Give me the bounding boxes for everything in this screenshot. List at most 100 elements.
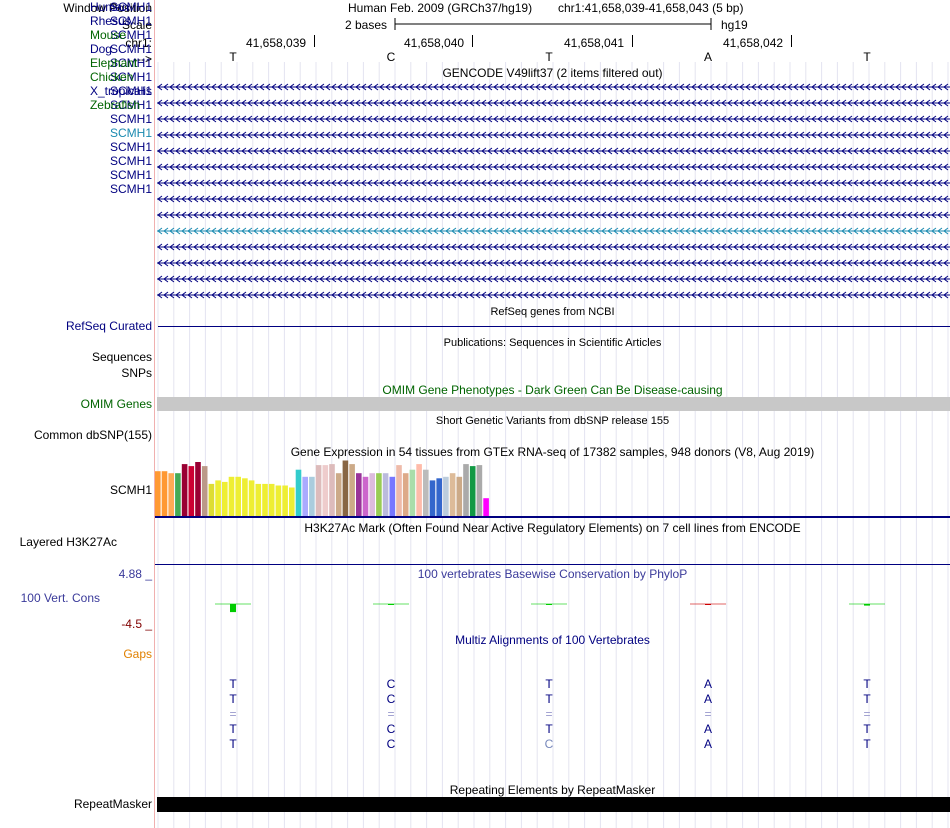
strand-arrow bbox=[799, 99, 805, 107]
gencode-gene-label[interactable]: SCMH1 bbox=[109, 42, 152, 56]
strand-arrow bbox=[643, 243, 649, 251]
strand-arrow bbox=[265, 243, 271, 251]
strand-arrow bbox=[715, 243, 721, 251]
gencode-transcript-row[interactable] bbox=[155, 274, 950, 284]
strand-arrow bbox=[907, 115, 913, 123]
strand-arrow bbox=[547, 179, 553, 187]
strand-arrow bbox=[829, 275, 835, 283]
strand-arrow bbox=[463, 115, 469, 123]
strand-arrow bbox=[199, 195, 205, 203]
strand-arrow bbox=[697, 195, 703, 203]
gencode-gene-label[interactable]: SCMH1 bbox=[109, 168, 152, 182]
strand-arrow bbox=[355, 291, 361, 299]
strand-arrow bbox=[853, 83, 859, 91]
refseq-label[interactable]: RefSeq Curated bbox=[65, 319, 152, 333]
gencode-transcript-row[interactable] bbox=[155, 162, 950, 172]
gencode-gene-label[interactable]: SCMH1 bbox=[109, 56, 152, 70]
browser-track-area[interactable]: Human Feb. 2009 (GRCh37/hg19) chr1:41,65… bbox=[155, 0, 950, 828]
omim-gene-bar[interactable] bbox=[157, 397, 950, 411]
strand-arrow bbox=[613, 163, 619, 171]
phylop-plot[interactable] bbox=[155, 590, 950, 620]
strand-arrow bbox=[721, 131, 727, 139]
gencode-transcript-row[interactable] bbox=[155, 194, 950, 204]
strand-arrow bbox=[433, 291, 439, 299]
gencode-gene-label[interactable]: SCMH1 bbox=[109, 84, 152, 98]
gencode-gene-label[interactable]: SCMH1 bbox=[109, 98, 152, 112]
gencode-transcript-row[interactable] bbox=[155, 258, 950, 268]
strand-arrow bbox=[913, 99, 919, 107]
strand-arrow bbox=[577, 163, 583, 171]
gencode-gene-label[interactable]: SCMH1 bbox=[109, 182, 152, 196]
strand-arrow bbox=[655, 163, 661, 171]
gencode-transcript-row[interactable] bbox=[155, 130, 950, 140]
gencode-gene-label[interactable]: SCMH1 bbox=[109, 70, 152, 84]
gencode-transcript-row[interactable] bbox=[155, 114, 950, 124]
species-label-dog: Dog bbox=[89, 42, 112, 56]
strand-arrow bbox=[787, 275, 793, 283]
strand-arrow bbox=[475, 131, 481, 139]
gencode-gene-label[interactable]: SCMH1 bbox=[109, 28, 152, 42]
strand-arrow bbox=[205, 195, 211, 203]
strand-arrow bbox=[277, 291, 283, 299]
gencode-gene-label[interactable]: SCMH1 bbox=[109, 154, 152, 168]
gencode-transcript-row[interactable] bbox=[155, 146, 950, 156]
strand-arrow bbox=[931, 275, 937, 283]
repeatmasker-label[interactable]: RepeatMasker bbox=[73, 797, 152, 811]
gencode-transcript-row[interactable] bbox=[155, 242, 950, 252]
dbsnp-label[interactable]: Common dbSNP(155) bbox=[33, 428, 152, 442]
snps-label[interactable]: SNPs bbox=[121, 366, 152, 380]
strand-arrow bbox=[865, 195, 871, 203]
gtex-gene-label[interactable]: SCMH1 bbox=[109, 483, 152, 497]
strand-arrow bbox=[301, 99, 307, 107]
strand-arrow bbox=[445, 147, 451, 155]
strand-arrow bbox=[835, 275, 841, 283]
strand-arrow bbox=[325, 291, 331, 299]
strand-arrow bbox=[619, 275, 625, 283]
strand-arrow bbox=[823, 195, 829, 203]
gencode-gene-label[interactable]: SCMH1 bbox=[109, 112, 152, 126]
strand-arrow bbox=[637, 227, 643, 235]
strand-arrow bbox=[625, 275, 631, 283]
gencode-gene-label[interactable]: SCMH1 bbox=[109, 0, 152, 14]
repeatmasker-element[interactable] bbox=[157, 797, 950, 812]
strand-arrow bbox=[415, 179, 421, 187]
strand-arrow bbox=[733, 291, 739, 299]
h3k27ac-label[interactable]: Layered H3K27Ac bbox=[19, 535, 117, 549]
strand-arrow bbox=[883, 243, 889, 251]
strand-arrow bbox=[313, 131, 319, 139]
gtex-expression-chart[interactable] bbox=[155, 460, 535, 516]
gencode-transcript-row[interactable] bbox=[155, 290, 950, 300]
gencode-transcript-row[interactable] bbox=[155, 178, 950, 188]
strand-arrow bbox=[217, 259, 223, 267]
gtex-tissue-bar bbox=[255, 483, 262, 516]
strand-arrow bbox=[475, 195, 481, 203]
gencode-gene-label[interactable]: SCMH1 bbox=[109, 140, 152, 154]
strand-arrow bbox=[175, 227, 181, 235]
strand-arrow bbox=[829, 259, 835, 267]
strand-arrow bbox=[265, 99, 271, 107]
strand-arrow bbox=[217, 211, 223, 219]
gencode-transcript-row[interactable] bbox=[155, 226, 950, 236]
strand-arrow bbox=[349, 243, 355, 251]
omim-label[interactable]: OMIM Genes bbox=[80, 397, 152, 411]
strand-arrow bbox=[301, 291, 307, 299]
strand-arrow bbox=[889, 147, 895, 155]
gencode-gene-label[interactable]: SCMH1 bbox=[109, 126, 152, 140]
sequences-label[interactable]: Sequences bbox=[91, 350, 152, 364]
conservation-label[interactable]: 100 Vert. Cons bbox=[20, 591, 100, 605]
strand-arrow bbox=[259, 83, 265, 91]
gencode-transcript-row[interactable] bbox=[155, 210, 950, 220]
strand-arrow bbox=[433, 115, 439, 123]
strand-arrow bbox=[739, 99, 745, 107]
strand-arrow bbox=[301, 115, 307, 123]
strand-arrow bbox=[469, 227, 475, 235]
strand-arrow bbox=[859, 227, 865, 235]
gtex-tissue-bar bbox=[315, 465, 322, 516]
strand-arrow bbox=[391, 243, 397, 251]
strand-arrow bbox=[781, 179, 787, 187]
gencode-gene-label[interactable]: SCMH1 bbox=[109, 14, 152, 28]
refseq-gene-line[interactable] bbox=[158, 326, 950, 327]
strand-arrow bbox=[715, 99, 721, 107]
gencode-transcript-row[interactable] bbox=[155, 98, 950, 108]
gencode-transcript-row[interactable] bbox=[155, 82, 950, 92]
